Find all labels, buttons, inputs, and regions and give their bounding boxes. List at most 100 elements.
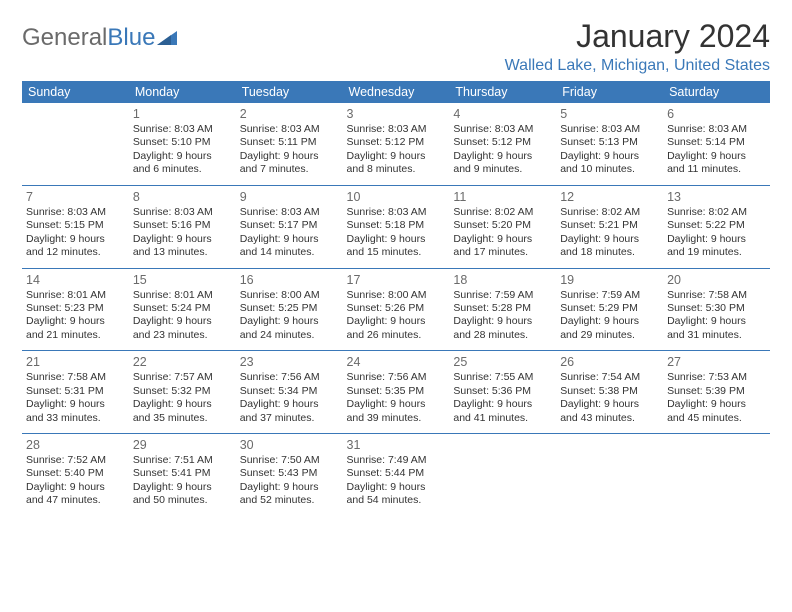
calendar-day-cell: 19Sunrise: 7:59 AMSunset: 5:29 PMDayligh…: [556, 268, 663, 351]
sunrise-line: Sunrise: 8:03 AM: [453, 123, 552, 136]
sunset-line: Sunset: 5:15 PM: [26, 219, 125, 232]
page-title: January 2024: [505, 18, 770, 55]
day-number: 31: [347, 437, 446, 453]
daylight-line: Daylight: 9 hours and 29 minutes.: [560, 315, 659, 342]
sunset-line: Sunset: 5:28 PM: [453, 302, 552, 315]
calendar-day-cell: 18Sunrise: 7:59 AMSunset: 5:28 PMDayligh…: [449, 268, 556, 351]
day-number: 25: [453, 354, 552, 370]
daylight-line: Daylight: 9 hours and 10 minutes.: [560, 150, 659, 177]
day-number: 28: [26, 437, 125, 453]
sunrise-line: Sunrise: 7:58 AM: [667, 289, 766, 302]
sunset-line: Sunset: 5:26 PM: [347, 302, 446, 315]
sunset-line: Sunset: 5:34 PM: [240, 385, 339, 398]
daylight-line: Daylight: 9 hours and 39 minutes.: [347, 398, 446, 425]
daylight-line: Daylight: 9 hours and 14 minutes.: [240, 233, 339, 260]
day-number: 8: [133, 189, 232, 205]
weekday-header: Saturday: [663, 81, 770, 103]
sunset-line: Sunset: 5:35 PM: [347, 385, 446, 398]
calendar-day-cell: 14Sunrise: 8:01 AMSunset: 5:23 PMDayligh…: [22, 268, 129, 351]
sunset-line: Sunset: 5:12 PM: [453, 136, 552, 149]
sunset-line: Sunset: 5:24 PM: [133, 302, 232, 315]
header: GeneralBlue January 2024 Walled Lake, Mi…: [22, 18, 770, 75]
daylight-line: Daylight: 9 hours and 21 minutes.: [26, 315, 125, 342]
sunrise-line: Sunrise: 8:00 AM: [240, 289, 339, 302]
calendar-body: 1Sunrise: 8:03 AMSunset: 5:10 PMDaylight…: [22, 103, 770, 516]
daylight-line: Daylight: 9 hours and 45 minutes.: [667, 398, 766, 425]
weekday-header: Tuesday: [236, 81, 343, 103]
daylight-line: Daylight: 9 hours and 6 minutes.: [133, 150, 232, 177]
calendar-week-row: 21Sunrise: 7:58 AMSunset: 5:31 PMDayligh…: [22, 351, 770, 434]
sunset-line: Sunset: 5:31 PM: [26, 385, 125, 398]
daylight-line: Daylight: 9 hours and 12 minutes.: [26, 233, 125, 260]
calendar-day-cell: 16Sunrise: 8:00 AMSunset: 5:25 PMDayligh…: [236, 268, 343, 351]
sunset-line: Sunset: 5:14 PM: [667, 136, 766, 149]
sunrise-line: Sunrise: 7:56 AM: [240, 371, 339, 384]
day-number: 2: [240, 106, 339, 122]
sunset-line: Sunset: 5:29 PM: [560, 302, 659, 315]
calendar-day-cell: 3Sunrise: 8:03 AMSunset: 5:12 PMDaylight…: [343, 103, 450, 185]
daylight-line: Daylight: 9 hours and 50 minutes.: [133, 481, 232, 508]
daylight-line: Daylight: 9 hours and 54 minutes.: [347, 481, 446, 508]
calendar-day-cell: 15Sunrise: 8:01 AMSunset: 5:24 PMDayligh…: [129, 268, 236, 351]
daylight-line: Daylight: 9 hours and 41 minutes.: [453, 398, 552, 425]
calendar-day-cell: 26Sunrise: 7:54 AMSunset: 5:38 PMDayligh…: [556, 351, 663, 434]
calendar-day-cell: 8Sunrise: 8:03 AMSunset: 5:16 PMDaylight…: [129, 185, 236, 268]
location-subtitle: Walled Lake, Michigan, United States: [505, 57, 770, 75]
sunrise-line: Sunrise: 7:59 AM: [453, 289, 552, 302]
daylight-line: Daylight: 9 hours and 13 minutes.: [133, 233, 232, 260]
sunrise-line: Sunrise: 7:55 AM: [453, 371, 552, 384]
sunrise-line: Sunrise: 8:03 AM: [240, 206, 339, 219]
calendar-day-cell: 4Sunrise: 8:03 AMSunset: 5:12 PMDaylight…: [449, 103, 556, 185]
sunrise-line: Sunrise: 7:51 AM: [133, 454, 232, 467]
weekday-header: Sunday: [22, 81, 129, 103]
daylight-line: Daylight: 9 hours and 52 minutes.: [240, 481, 339, 508]
sunrise-line: Sunrise: 8:03 AM: [347, 123, 446, 136]
calendar-week-row: 28Sunrise: 7:52 AMSunset: 5:40 PMDayligh…: [22, 434, 770, 516]
daylight-line: Daylight: 9 hours and 24 minutes.: [240, 315, 339, 342]
sunset-line: Sunset: 5:36 PM: [453, 385, 552, 398]
sunrise-line: Sunrise: 7:59 AM: [560, 289, 659, 302]
calendar-day-cell: 17Sunrise: 8:00 AMSunset: 5:26 PMDayligh…: [343, 268, 450, 351]
weekday-header: Wednesday: [343, 81, 450, 103]
calendar-week-row: 14Sunrise: 8:01 AMSunset: 5:23 PMDayligh…: [22, 268, 770, 351]
day-number: 7: [26, 189, 125, 205]
day-number: 9: [240, 189, 339, 205]
calendar-day-cell: 5Sunrise: 8:03 AMSunset: 5:13 PMDaylight…: [556, 103, 663, 185]
day-number: 1: [133, 106, 232, 122]
daylight-line: Daylight: 9 hours and 28 minutes.: [453, 315, 552, 342]
sunset-line: Sunset: 5:10 PM: [133, 136, 232, 149]
sunset-line: Sunset: 5:39 PM: [667, 385, 766, 398]
daylight-line: Daylight: 9 hours and 11 minutes.: [667, 150, 766, 177]
sunrise-line: Sunrise: 8:03 AM: [347, 206, 446, 219]
sunset-line: Sunset: 5:32 PM: [133, 385, 232, 398]
calendar-day-cell: 23Sunrise: 7:56 AMSunset: 5:34 PMDayligh…: [236, 351, 343, 434]
daylight-line: Daylight: 9 hours and 15 minutes.: [347, 233, 446, 260]
day-number: 6: [667, 106, 766, 122]
sunset-line: Sunset: 5:22 PM: [667, 219, 766, 232]
sunrise-line: Sunrise: 8:02 AM: [560, 206, 659, 219]
calendar-day-cell: 11Sunrise: 8:02 AMSunset: 5:20 PMDayligh…: [449, 185, 556, 268]
sunset-line: Sunset: 5:44 PM: [347, 467, 446, 480]
logo-text-1: General: [22, 24, 107, 52]
day-number: 10: [347, 189, 446, 205]
daylight-line: Daylight: 9 hours and 26 minutes.: [347, 315, 446, 342]
day-number: 24: [347, 354, 446, 370]
calendar-day-cell: [663, 434, 770, 516]
calendar-day-cell: [449, 434, 556, 516]
daylight-line: Daylight: 9 hours and 19 minutes.: [667, 233, 766, 260]
day-number: 26: [560, 354, 659, 370]
daylight-line: Daylight: 9 hours and 7 minutes.: [240, 150, 339, 177]
logo: GeneralBlue: [22, 24, 177, 52]
day-number: 23: [240, 354, 339, 370]
daylight-line: Daylight: 9 hours and 23 minutes.: [133, 315, 232, 342]
calendar-week-row: 7Sunrise: 8:03 AMSunset: 5:15 PMDaylight…: [22, 185, 770, 268]
day-number: 3: [347, 106, 446, 122]
day-number: 4: [453, 106, 552, 122]
calendar-day-cell: 12Sunrise: 8:02 AMSunset: 5:21 PMDayligh…: [556, 185, 663, 268]
sunset-line: Sunset: 5:16 PM: [133, 219, 232, 232]
logo-text-2: Blue: [107, 24, 155, 52]
calendar-day-cell: 30Sunrise: 7:50 AMSunset: 5:43 PMDayligh…: [236, 434, 343, 516]
sunrise-line: Sunrise: 7:58 AM: [26, 371, 125, 384]
day-number: 30: [240, 437, 339, 453]
sunrise-line: Sunrise: 7:57 AM: [133, 371, 232, 384]
